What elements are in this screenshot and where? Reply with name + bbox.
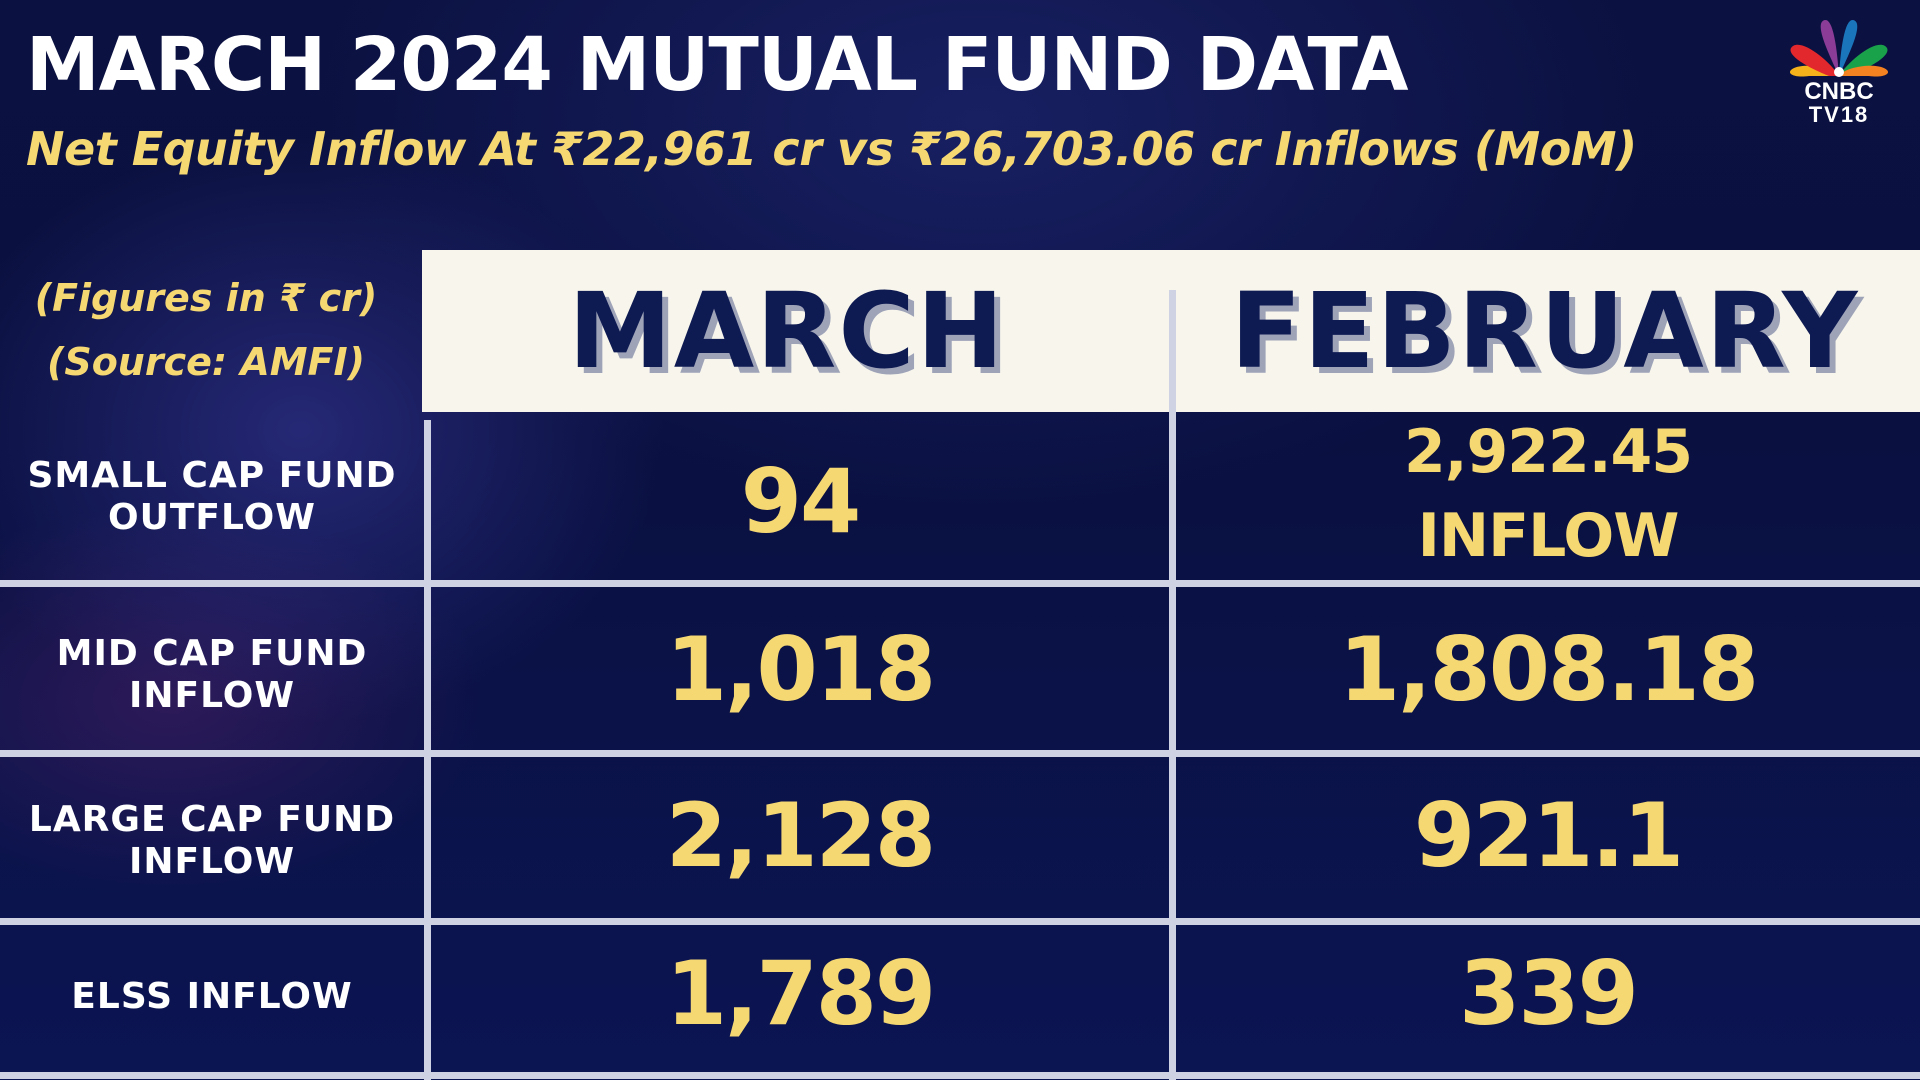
peacock-icon — [1789, 19, 1889, 77]
page-title: MARCH 2024 MUTUAL FUND DATA — [26, 22, 1409, 108]
source-note: (Source: AMFI) — [46, 340, 366, 384]
cell-large-cap-march: 2,128 — [665, 784, 936, 887]
cell-value-line: INFLOW — [1417, 501, 1680, 571]
channel-logo: CNBC TV18 — [1780, 16, 1898, 128]
row-label-line: MID CAP FUND — [56, 633, 368, 674]
row-label-line: INFLOW — [128, 841, 296, 882]
row-label-line: SMALL CAP FUND — [27, 455, 397, 496]
cell-elss-february: 339 — [1459, 942, 1639, 1045]
page-subtitle: Net Equity Inflow At ₹22,961 cr vs ₹26,7… — [26, 122, 1637, 176]
cell-value-line: 2,922.45 — [1403, 417, 1693, 487]
column-header-february: FEBRUARY — [1230, 270, 1860, 392]
cell-mid-cap-march: 1,018 — [665, 618, 936, 721]
grid-divider — [0, 1072, 1920, 1079]
logo-text-cnbc: CNBC — [1804, 78, 1874, 105]
cell-small-cap-march: 94 — [740, 450, 861, 553]
cell-large-cap-february: 921.1 — [1413, 784, 1684, 887]
grid-divider — [1169, 290, 1176, 1080]
cell-elss-march: 1,789 — [665, 942, 936, 1045]
cell-mid-cap-february: 1,808.18 — [1338, 618, 1759, 721]
row-label-small-cap: SMALL CAP FUND OUTFLOW — [0, 455, 424, 539]
row-label-mid-cap: MID CAP FUND INFLOW — [0, 633, 424, 717]
grid-divider — [0, 580, 1920, 587]
row-label-large-cap: LARGE CAP FUND INFLOW — [0, 799, 424, 883]
cell-small-cap-february: 2,922.45 INFLOW — [1176, 410, 1920, 578]
row-label-line: LARGE CAP FUND — [28, 799, 396, 840]
row-label-elss: ELSS INFLOW — [0, 976, 424, 1018]
row-label-line: ELSS INFLOW — [71, 976, 353, 1017]
grid-divider — [0, 750, 1920, 757]
column-header-march: MARCH — [568, 270, 1006, 392]
logo-text-tv18: TV18 — [1808, 102, 1870, 127]
figures-note: (Figures in ₹ cr) — [34, 276, 378, 320]
row-label-line: OUTFLOW — [108, 497, 316, 538]
grid-divider — [0, 918, 1920, 925]
row-label-line: INFLOW — [128, 675, 296, 716]
